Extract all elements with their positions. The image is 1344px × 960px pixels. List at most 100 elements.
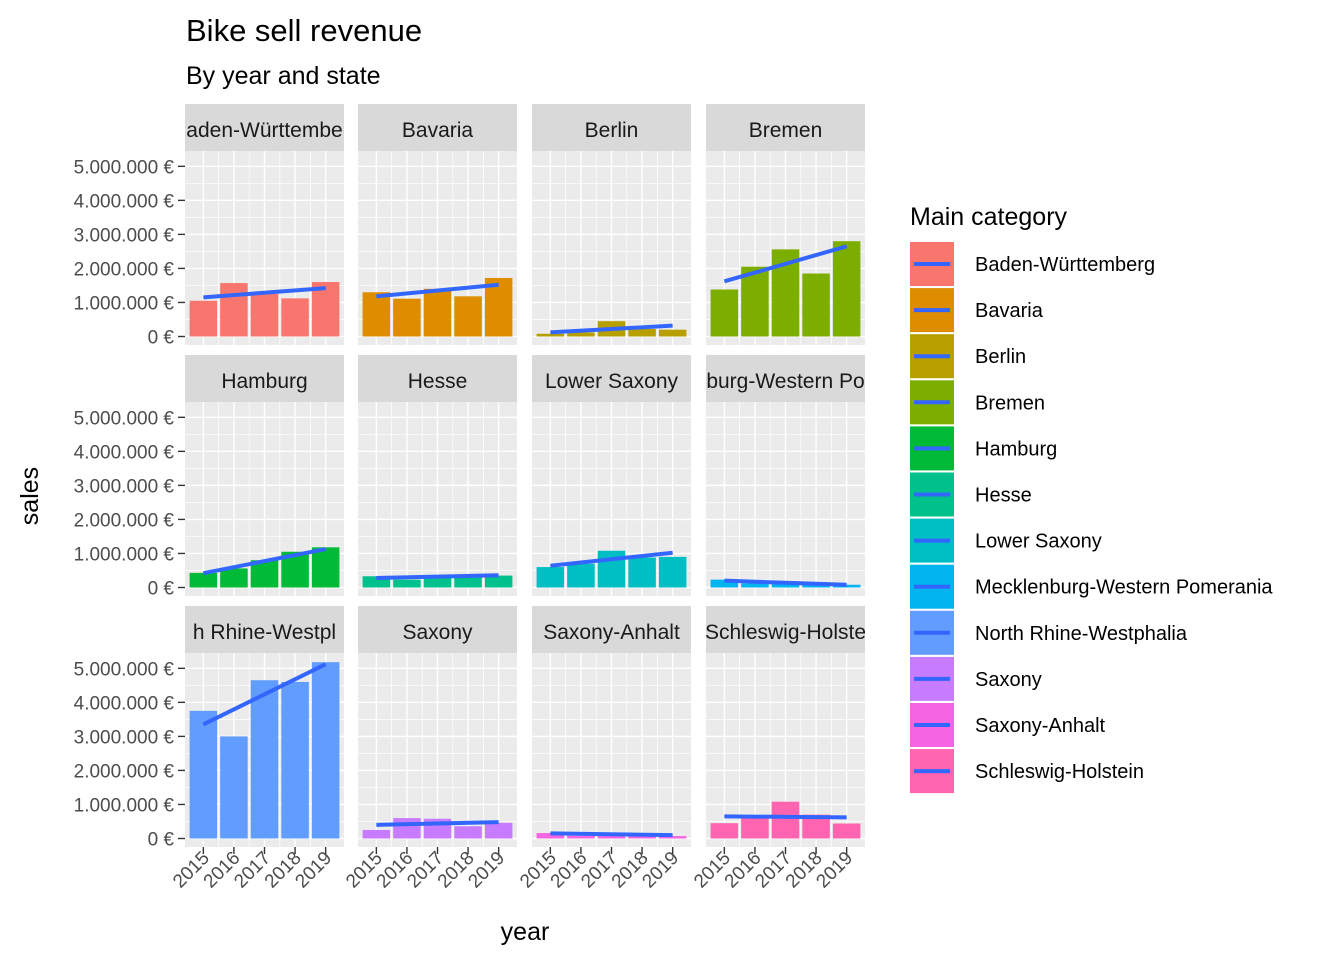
bar: [393, 818, 421, 839]
legend-item: Hamburg: [910, 426, 1057, 471]
facet-panel: Bremen: [706, 104, 865, 345]
plot-area: [706, 151, 865, 345]
bar: [220, 283, 248, 337]
bar: [189, 572, 218, 588]
facet-strip-label: Saxony: [402, 621, 473, 644]
facet-panel: Saxony-Anhalt: [532, 606, 691, 847]
bar: [536, 333, 565, 337]
bar: [454, 826, 482, 839]
facet-strip-label: Bavaria: [402, 119, 474, 142]
legend-item: Hesse: [910, 472, 1032, 517]
bar: [741, 583, 769, 588]
bar: [741, 816, 769, 839]
bar: [628, 557, 656, 588]
y-axis-title: sales: [16, 467, 44, 525]
facet-panel: Hamburg: [185, 355, 344, 596]
bar: [362, 292, 391, 337]
trend-line: [724, 814, 847, 820]
facet-strip-label: Berlin: [585, 119, 639, 142]
facet-panel: Berlin: [532, 104, 691, 345]
plot-area: [358, 402, 517, 596]
facet-strip: [706, 104, 865, 151]
plot-area: [358, 151, 517, 345]
y-tick-label: 5.000.000 €: [74, 659, 175, 680]
plot-area: [706, 653, 865, 847]
bar: [220, 568, 248, 588]
legend-item: Schleswig-Holstein: [910, 749, 1144, 794]
trend-line: [203, 286, 326, 300]
trend-line: [550, 550, 673, 568]
legend-label: North Rhine-Westphalia: [975, 623, 1188, 645]
legend-title: Main category: [910, 203, 1068, 231]
bar: [658, 329, 687, 337]
y-tick-label: 3.000.000 €: [74, 476, 175, 497]
bar: [423, 576, 452, 588]
bar: [771, 801, 800, 839]
legend-label: Bavaria: [975, 300, 1044, 322]
plot-area: [358, 653, 517, 847]
y-tick-label: 1.000.000 €: [74, 544, 175, 565]
bar: [802, 814, 830, 839]
facet-panel: Saxony: [358, 606, 517, 847]
bar: [710, 823, 739, 839]
x-tick-label: 2019: [464, 848, 509, 893]
bar: [220, 736, 248, 839]
bar: [832, 584, 861, 588]
legend-label: Hamburg: [975, 438, 1057, 460]
bar: [802, 273, 830, 337]
trend-line: [724, 578, 847, 587]
bar: [832, 823, 861, 839]
legend: Main category Baden-Württemberg Bavaria Be…: [910, 203, 1273, 794]
facet-strip-label: aden-Württembe: [186, 119, 342, 142]
facet-strip: [358, 355, 517, 402]
y-tick-label: 2.000.000 €: [74, 510, 175, 531]
bar: [832, 241, 861, 337]
legend-item: Berlin: [910, 334, 1026, 379]
legend-label: Berlin: [975, 346, 1026, 368]
bar: [311, 282, 340, 337]
bar: [658, 836, 687, 839]
facet-strip-label: Hamburg: [221, 370, 307, 393]
plot-area: [185, 653, 344, 847]
legend-label: Saxony-Anhalt: [975, 715, 1106, 737]
bar: [536, 833, 565, 839]
bar: [423, 288, 452, 337]
legend-item: Bavaria: [910, 288, 1044, 333]
bar: [741, 266, 769, 337]
bar: [454, 296, 482, 337]
facet-panel: Schleswig-Holste: [706, 606, 865, 847]
bar: [710, 579, 739, 588]
legend-label: Saxony: [975, 669, 1042, 691]
bar: [393, 298, 421, 337]
bar: [311, 547, 340, 588]
trend-line: [202, 547, 327, 576]
facet-strip: [706, 606, 865, 653]
facet-panels: aden-Württembe 0 € 1.000.000 € 2.000.000 € 3…: [74, 104, 865, 893]
facet-panel: Bavaria: [358, 104, 517, 345]
y-tick-label: 5.000.000 €: [74, 157, 175, 178]
y-tick-label: 3.000.000 €: [74, 727, 175, 748]
y-tick-label: 5.000.000 €: [74, 408, 175, 429]
plot-area: [532, 653, 691, 847]
bar: [710, 289, 739, 337]
legend-label: Lower Saxony: [975, 531, 1102, 553]
y-tick-label: 0 €: [148, 829, 175, 850]
y-tick-label: 2.000.000 €: [74, 259, 175, 280]
plot-area: [185, 402, 344, 596]
plot-area: [706, 402, 865, 596]
trend-line: [723, 244, 848, 284]
bar: [567, 563, 595, 588]
legend-item: Saxony-Anhalt: [910, 703, 1106, 747]
y-tick-label: 3.000.000 €: [74, 225, 175, 246]
facet-strip-label: Hesse: [408, 370, 468, 393]
chart-title: Bike sell revenue: [186, 13, 422, 48]
y-tick-label: 4.000.000 €: [74, 693, 175, 714]
y-tick-label: 2.000.000 €: [74, 761, 175, 782]
bar: [281, 681, 309, 839]
x-axis-title: year: [501, 918, 550, 946]
legend-item: Bremen: [910, 380, 1045, 425]
legend-item: Lower Saxony: [910, 518, 1102, 563]
facet-strip-label: h Rhine-Westpl: [193, 621, 336, 644]
y-tick-label: 0 €: [148, 578, 175, 599]
facet-panel: aden-Württembe: [185, 104, 344, 345]
